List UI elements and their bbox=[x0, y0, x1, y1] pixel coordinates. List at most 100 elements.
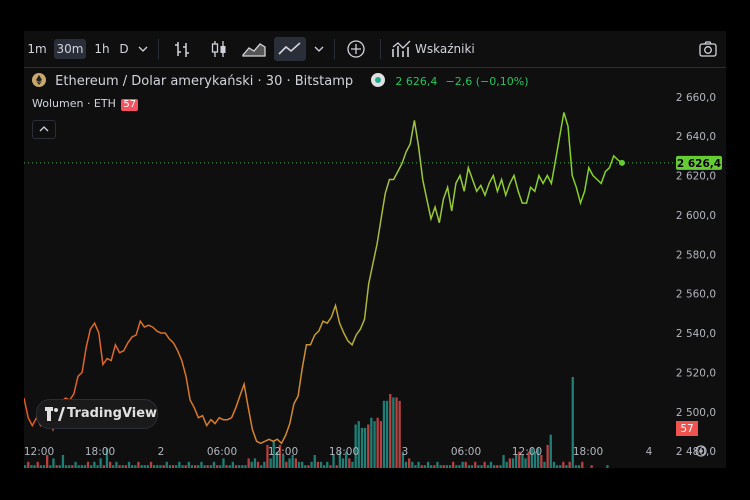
volume-bar bbox=[278, 444, 282, 468]
x-axis: 12:00 18:00 2 06:00 12:00 18:00 3 06:00 12:00 18:… bbox=[24, 446, 653, 458]
volume-bar bbox=[559, 465, 562, 468]
volume-bar bbox=[382, 400, 386, 468]
x-tick-label: 12:00 bbox=[268, 446, 298, 458]
volume-bar bbox=[493, 465, 496, 468]
volume-label[interactable]: Wolumen · ETH bbox=[32, 97, 116, 110]
volume-bar bbox=[319, 461, 323, 468]
volume-bar bbox=[212, 461, 216, 468]
collapse-legend-button[interactable] bbox=[32, 120, 56, 139]
camera-icon[interactable] bbox=[696, 37, 720, 61]
volume-bar bbox=[389, 394, 392, 468]
price-series-line bbox=[24, 112, 623, 445]
volume-bar bbox=[354, 424, 357, 468]
volume-bar bbox=[574, 465, 578, 468]
volume-bar bbox=[455, 465, 458, 468]
svg-text:57: 57 bbox=[680, 423, 693, 435]
volume-bar bbox=[571, 377, 574, 468]
x-tick-label: 2 bbox=[158, 446, 165, 458]
volume-bar bbox=[49, 465, 52, 468]
volume-bar bbox=[439, 465, 442, 468]
volume-bar bbox=[291, 455, 294, 468]
price-chart[interactable]: 2 660,0 2 640,0 2 620,0 2 600,0 2 580,0 2 560… bbox=[24, 68, 726, 468]
interval-1h-button[interactable]: 1h bbox=[94, 42, 110, 56]
symbol-title[interactable]: Ethereum / Dolar amerykański · 30 · Bits… bbox=[55, 74, 354, 89]
volume-bar bbox=[489, 461, 493, 468]
volume-bar bbox=[590, 465, 593, 468]
volume-bar bbox=[115, 461, 118, 468]
chevron-up-icon bbox=[39, 126, 49, 132]
time-axis-settings-icon[interactable] bbox=[695, 445, 707, 457]
x-tick-label: 12:00 bbox=[512, 446, 542, 458]
volume-bar bbox=[477, 465, 480, 468]
volume-bar bbox=[99, 458, 102, 468]
y-tick-label: 2 640,0 bbox=[676, 131, 716, 143]
volume-bar bbox=[253, 458, 257, 468]
y-tick-label: 2 560,0 bbox=[676, 289, 716, 301]
volume-bar bbox=[149, 461, 153, 468]
y-tick-label: 2 600,0 bbox=[676, 210, 716, 222]
volume-bar bbox=[112, 465, 115, 468]
volume-bar bbox=[420, 465, 423, 468]
volume-bar bbox=[127, 461, 131, 468]
price-change-value: −2,6 (−0,10%) bbox=[445, 75, 529, 88]
bar-chart-type-icon[interactable] bbox=[170, 37, 194, 61]
area-chart-type-icon[interactable] bbox=[240, 37, 268, 61]
volume-bars bbox=[24, 377, 609, 468]
volume-bar bbox=[153, 465, 156, 468]
volume-bar bbox=[238, 465, 241, 468]
volume-bar bbox=[313, 455, 316, 468]
volume-bar bbox=[231, 461, 234, 468]
indicators-icon[interactable] bbox=[389, 37, 413, 61]
volume-bar bbox=[316, 461, 319, 468]
volume-bar bbox=[61, 455, 65, 468]
toolbar-divider bbox=[380, 39, 381, 59]
volume-bar bbox=[606, 465, 609, 468]
candles-chart-type-icon[interactable] bbox=[207, 37, 231, 61]
volume-bar bbox=[565, 465, 568, 468]
volume-bar bbox=[307, 465, 310, 468]
volume-badge: 57 bbox=[121, 99, 139, 111]
interval-30m-button[interactable]: 30m bbox=[54, 39, 86, 59]
volume-bar bbox=[131, 465, 134, 468]
volume-bar bbox=[458, 465, 461, 468]
volume-bar bbox=[546, 444, 549, 468]
volume-bar bbox=[178, 461, 181, 468]
volume-bar bbox=[417, 461, 420, 468]
volume-bar bbox=[187, 461, 190, 468]
volume-bar bbox=[272, 441, 275, 468]
volume-bar bbox=[146, 465, 149, 468]
volume-bar bbox=[297, 461, 301, 468]
volume-bar bbox=[395, 397, 398, 468]
volume-bar bbox=[46, 455, 49, 468]
volume-bar bbox=[266, 444, 269, 468]
volume-bar bbox=[225, 465, 228, 468]
toolbar-divider bbox=[158, 39, 159, 59]
volume-bar bbox=[385, 400, 389, 468]
volume-bar bbox=[263, 461, 266, 468]
line-chart-type-icon[interactable] bbox=[274, 37, 306, 61]
volume-bar bbox=[423, 465, 426, 468]
volume-bar bbox=[52, 458, 55, 468]
chevron-down-icon[interactable] bbox=[134, 37, 152, 61]
indicators-button[interactable]: Wskaźniki bbox=[415, 42, 475, 56]
interval-d-button[interactable]: D bbox=[119, 42, 129, 56]
volume-bar bbox=[55, 465, 58, 468]
interval-1m-button[interactable]: 1m bbox=[27, 42, 47, 56]
volume-bar bbox=[250, 461, 253, 468]
volume-bar bbox=[461, 461, 464, 468]
x-tick-label: 12:00 bbox=[24, 446, 54, 458]
volume-bar bbox=[118, 465, 121, 468]
volume-bar bbox=[408, 458, 411, 468]
volume-bar bbox=[206, 465, 209, 468]
market-status-icon[interactable] bbox=[371, 73, 386, 87]
volume-bar bbox=[184, 465, 187, 468]
volume-bar bbox=[39, 465, 42, 468]
tradingview-logo[interactable]: TradingView bbox=[36, 399, 158, 429]
compare-add-icon[interactable] bbox=[344, 37, 368, 61]
volume-bar bbox=[109, 461, 112, 468]
volume-bar bbox=[527, 451, 530, 468]
chart-type-menu-chevron-icon[interactable] bbox=[310, 37, 326, 61]
volume-bar bbox=[260, 465, 263, 468]
volume-bar bbox=[474, 461, 477, 468]
x-tick-label: 06:00 bbox=[451, 446, 481, 458]
